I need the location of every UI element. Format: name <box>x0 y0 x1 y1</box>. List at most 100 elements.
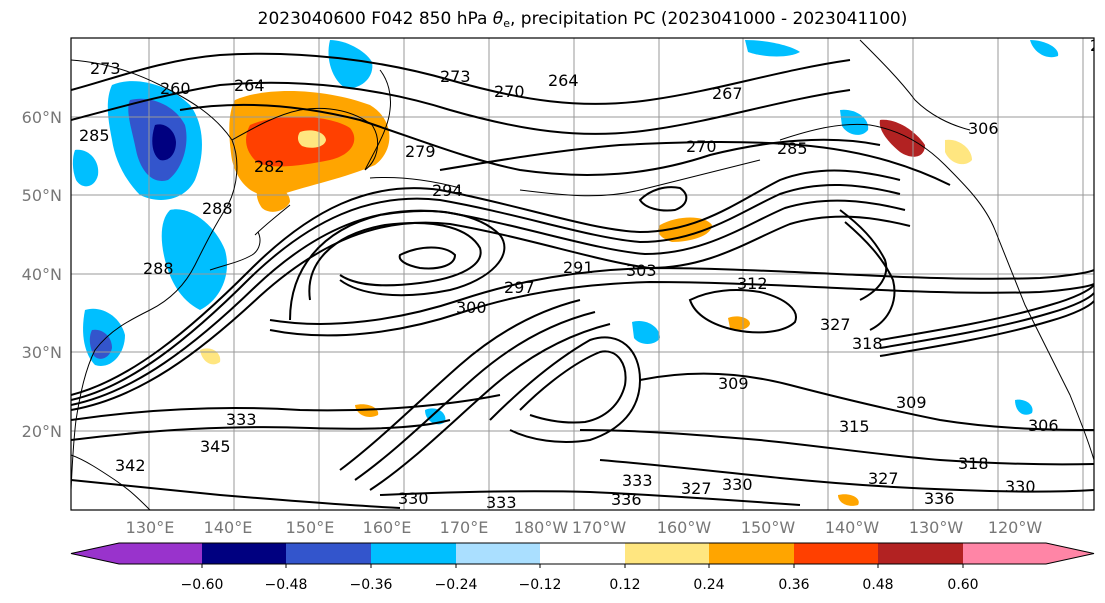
contour-label: 273 <box>90 59 121 78</box>
colorbar-segment <box>286 543 371 564</box>
precip-orange-pacific-1 <box>658 217 712 242</box>
colorbar-tick-labels: −0.60 −0.48 −0.36 −0.24 −0.12 0.12 0.24 … <box>181 577 979 593</box>
precip-blue-north <box>328 40 373 89</box>
precip-blue-south-2 <box>425 408 446 425</box>
precip-blue-pacific-1 <box>632 320 660 344</box>
contour-label: 270 <box>686 137 717 156</box>
contour-label: 327 <box>820 315 851 334</box>
contour-label: 336 <box>924 489 955 508</box>
contour-label: 264 <box>548 71 579 90</box>
precip-blue-south <box>1015 399 1033 415</box>
colorbar-segment <box>963 543 1046 564</box>
colorbar-extension-low <box>71 543 119 564</box>
latitude-labels: 60°N 50°N 40°N 30°N 20°N <box>22 108 62 441</box>
lon-label: 130°E <box>126 518 175 537</box>
contour-label: 327 <box>868 469 899 488</box>
lon-label: 170°W <box>572 518 627 537</box>
contour-label: 273 <box>440 67 471 86</box>
lat-label-20n: 20°N <box>22 422 62 441</box>
contour-label: 306 <box>1028 416 1059 435</box>
precip-blue-northeast <box>745 40 800 57</box>
contour-label: 267 <box>712 84 743 103</box>
contour-label: 309 <box>718 374 749 393</box>
contour-label: 294 <box>432 181 463 200</box>
contour-label: 285 <box>777 139 808 158</box>
precip-yellow-gulf <box>945 139 972 165</box>
colorbar-tick-label: 0.24 <box>693 577 724 593</box>
colorbar-segment <box>878 543 963 564</box>
colorbar-tick-label: −0.24 <box>435 577 478 593</box>
colorbar-tick-label: 0.36 <box>778 577 809 593</box>
contour-label: 330 <box>398 489 429 508</box>
lat-label-40n: 40°N <box>22 265 62 284</box>
colorbar-tick-label: −0.60 <box>181 577 224 593</box>
contour-label: 288 <box>202 199 233 218</box>
lon-label: 140°E <box>204 518 253 537</box>
contour-labels: 273 264 260 273 264 270 267 270 285 282 … <box>79 38 1094 512</box>
precip-navy-asia <box>152 124 176 161</box>
lon-label: 160°E <box>363 518 412 537</box>
lat-label-60n: 60°N <box>22 108 62 127</box>
lon-label: 160°W <box>657 518 712 537</box>
colorbar-tick-label: 0.60 <box>947 577 978 593</box>
colorbar-tick-label: −0.12 <box>519 577 562 593</box>
contour-label: 291 <box>563 258 594 277</box>
contour-label: 312 <box>737 274 768 293</box>
contour-label: 306 <box>968 119 999 138</box>
contour-label: 330 <box>722 475 753 494</box>
contour-label: 303 <box>626 261 657 280</box>
lon-label: 170°E <box>440 518 489 537</box>
lon-label: 130°W <box>909 518 964 537</box>
contour-label: 297 <box>504 278 535 297</box>
colorbar-segment <box>371 543 456 564</box>
colorbar-segment <box>540 543 625 564</box>
contour-label: 315 <box>839 417 870 436</box>
colorbar-tick-label: 0.48 <box>862 577 893 593</box>
lat-label-30n: 30°N <box>22 343 62 362</box>
colorbar-tick-label: −0.48 <box>265 577 308 593</box>
contour-label: 333 <box>622 471 653 490</box>
colorbar-outline <box>70 542 1095 565</box>
theta-e-contours <box>71 52 1094 509</box>
precip-orange-kurils <box>256 184 290 212</box>
contour-label: 333 <box>226 410 257 429</box>
lon-label: 180°W <box>514 518 569 537</box>
contour-label: 330 <box>1005 477 1036 496</box>
colorbar-tick-label: 0.12 <box>609 577 640 593</box>
precip-orange-pacific-2 <box>728 316 750 331</box>
colorbar-segment <box>119 543 202 564</box>
contour-label: 342 <box>115 456 146 475</box>
lat-label-50n: 50°N <box>22 186 62 205</box>
precip-blue-alaska <box>840 109 869 135</box>
contour-label: 327 <box>681 479 712 498</box>
map-frame <box>70 37 1095 511</box>
contour-label: 285 <box>79 126 110 145</box>
colorbar-segment <box>794 543 878 564</box>
contour-label: 318 <box>852 334 883 353</box>
lon-label: 120°W <box>988 518 1043 537</box>
colorbar-segment <box>456 543 540 564</box>
contour-label: 333 <box>486 493 517 512</box>
colorbar-segment <box>202 543 286 564</box>
contour-label: 318 <box>958 454 989 473</box>
contour-label: 264 <box>234 76 265 95</box>
lon-label: 150°E <box>286 518 335 537</box>
contour-label: 270 <box>494 82 525 101</box>
precip-red-alaska <box>879 119 925 157</box>
contour-label: 282 <box>254 157 285 176</box>
contour-label: 336 <box>611 490 642 509</box>
contour-label: 309 <box>896 393 927 412</box>
precip-blue-east <box>1030 40 1059 58</box>
precip-orange-south <box>838 494 859 506</box>
contour-label: 345 <box>200 437 231 456</box>
colorbar-segment <box>709 543 794 564</box>
map-title: 2023040600 F042 850 hPa θe, precipitatio… <box>257 9 908 30</box>
contour-label: 300 <box>456 298 487 317</box>
lon-label: 140°W <box>825 518 880 537</box>
colorbar-extension-high <box>1046 543 1094 564</box>
colorbar <box>70 542 1095 568</box>
contour-label: 279 <box>405 142 436 161</box>
precip-blue-northwest <box>72 149 99 187</box>
contour-label: 288 <box>143 259 174 278</box>
